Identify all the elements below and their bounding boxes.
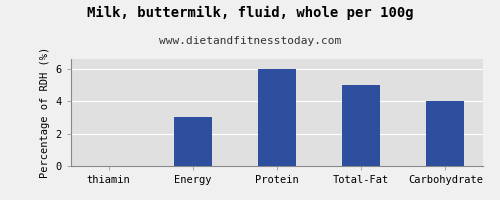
Bar (342, 85, 380, 166)
Text: www.dietandfitnesstoday.com: www.dietandfitnesstoday.com (159, 36, 341, 46)
Bar (258, 69, 296, 166)
Bar (174, 117, 212, 166)
Bar (426, 101, 464, 166)
Text: Milk, buttermilk, fluid, whole per 100g: Milk, buttermilk, fluid, whole per 100g (86, 6, 413, 20)
Y-axis label: Percentage of RDH (%): Percentage of RDH (%) (40, 47, 50, 178)
